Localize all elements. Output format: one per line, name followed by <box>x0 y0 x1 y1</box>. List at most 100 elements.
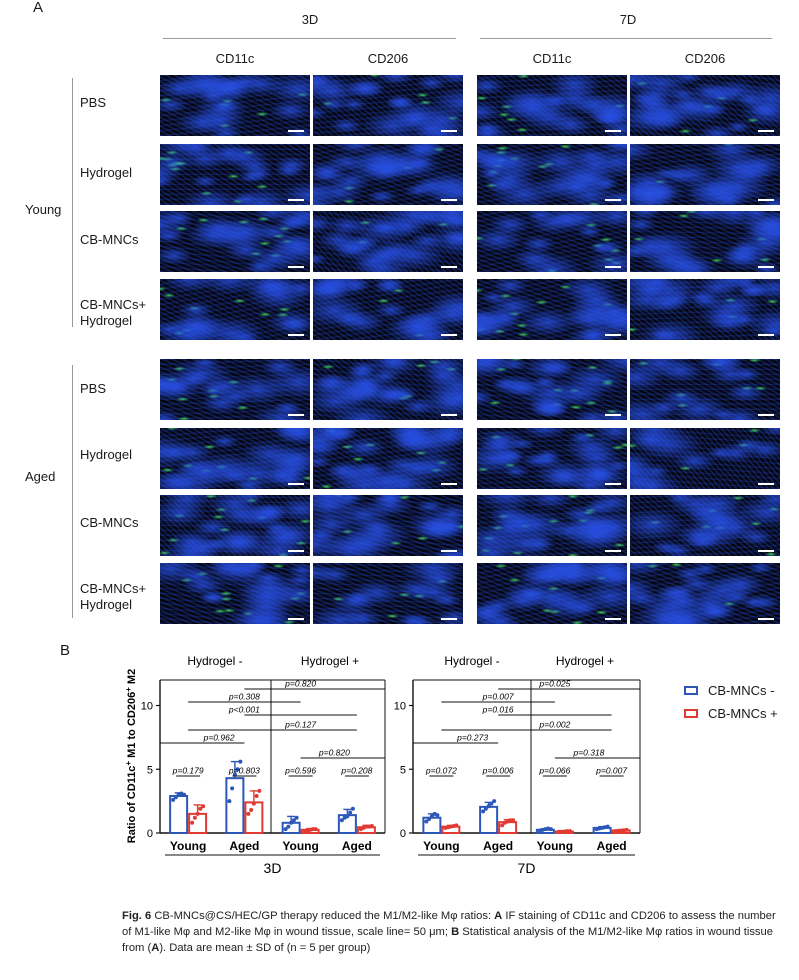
if-image-tile <box>477 563 627 624</box>
row-label-pbs: PBS <box>80 381 107 396</box>
scale-bar <box>441 199 457 201</box>
scale-bar <box>605 414 621 416</box>
if-image-tile <box>630 75 780 136</box>
row-label-hydrogel: Hydrogel <box>80 447 133 462</box>
data-point <box>291 818 296 823</box>
if-image-tile <box>160 75 310 136</box>
if-image-tile <box>313 144 463 205</box>
p-value-label: p<0.001 <box>228 705 260 715</box>
p-value-label: p=0.072 <box>425 766 457 776</box>
x-category-label: Young <box>170 839 206 853</box>
scale-bar <box>288 483 304 485</box>
if-image-tile <box>477 75 627 136</box>
scale-bar <box>288 199 304 201</box>
data-point <box>556 829 561 834</box>
if-image-tile <box>630 495 780 556</box>
legend-cbmncs-minus: CB-MNCs - <box>684 683 774 698</box>
y-axis-title-part: Ratio of CD11c <box>126 766 138 844</box>
scale-bar <box>605 618 621 620</box>
legend-cbmncs-plus: CB-MNCs + <box>684 706 778 721</box>
scale-bar <box>288 130 304 132</box>
data-point <box>364 824 369 829</box>
caption-fig-label: Fig. 6 <box>122 910 152 922</box>
data-point <box>313 827 318 832</box>
p-value-label: p=0.318 <box>572 748 604 758</box>
p-value-label: p=0.596 <box>284 766 316 776</box>
if-image-tile <box>160 359 310 420</box>
if-image-tile <box>313 428 463 489</box>
p-value-label: p=0.962 <box>203 733 235 743</box>
data-point <box>289 820 294 825</box>
legend-swatch-red <box>684 709 698 718</box>
data-point <box>481 809 486 814</box>
data-point <box>173 795 178 800</box>
if-image-tile <box>630 144 780 205</box>
scale-bar <box>758 550 774 552</box>
if-image-tile <box>477 428 627 489</box>
if-image-tile <box>160 563 310 624</box>
if-image-tile <box>630 211 780 272</box>
scale-bar <box>441 618 457 620</box>
caption-a-ref: A <box>151 942 160 954</box>
scale-bar <box>288 550 304 552</box>
marker-header-cd206-7d: CD206 <box>684 51 726 66</box>
scale-bar <box>605 550 621 552</box>
y-tick-label: 5 <box>147 764 153 776</box>
scale-bar <box>605 130 621 132</box>
y-axis-title: Ratio of CD11c+ M1 to CD206+ M2 <box>124 669 139 843</box>
y-axis-title-sup: + <box>124 687 133 692</box>
x-category-label: Young <box>282 839 318 853</box>
data-point <box>511 818 516 823</box>
scale-bar <box>288 618 304 620</box>
scale-bar <box>441 414 457 416</box>
x-category-label: Aged <box>342 839 372 853</box>
data-point <box>548 827 553 832</box>
scale-bar <box>441 334 457 336</box>
scale-bar <box>288 414 304 416</box>
caption-text-2: IF staining of CD11c and CD206 to assess… <box>122 910 776 938</box>
x-category-label: Aged <box>483 839 513 853</box>
scale-bar <box>441 130 457 132</box>
p-value-label: p=0.066 <box>538 766 570 776</box>
data-point <box>429 814 434 819</box>
caption-text-4: ). Data are mean ± SD of (n = 5 per grou… <box>159 942 371 954</box>
hydrogel-group-label: Hydrogel - <box>444 654 499 668</box>
data-point <box>171 797 176 802</box>
scale-bar <box>758 414 774 416</box>
p-value-label: p=0.007 <box>482 692 514 702</box>
if-image-tile <box>477 495 627 556</box>
if-image-tile <box>477 144 627 205</box>
y-tick-label: 5 <box>400 764 406 776</box>
aged-bracket <box>72 365 73 618</box>
p-value-label: p=0.007 <box>595 766 627 776</box>
data-point <box>232 772 237 777</box>
age-group-young: Young <box>25 202 62 217</box>
p-value-label: p=0.208 <box>340 766 372 776</box>
hydrogel-group-label: Hydrogel - <box>187 654 242 668</box>
data-point <box>350 806 355 811</box>
if-image-tile <box>477 279 627 340</box>
x-category-label: Aged <box>597 839 627 853</box>
if-image-tile <box>160 428 310 489</box>
if-image-tile <box>477 359 627 420</box>
data-point <box>249 808 254 813</box>
p-value-label: p=0.308 <box>228 692 260 702</box>
p-value-label: p=0.002 <box>538 720 570 730</box>
data-point <box>230 786 235 791</box>
data-point <box>246 811 251 816</box>
data-point <box>201 804 206 809</box>
data-point <box>567 829 572 834</box>
data-point <box>283 827 288 832</box>
scale-bar <box>441 550 457 552</box>
data-point <box>486 804 491 809</box>
p-value-label: p=0.820 <box>318 748 350 758</box>
if-image-tile <box>630 563 780 624</box>
data-point <box>489 801 494 806</box>
scale-bar <box>441 266 457 268</box>
figure-caption: Fig. 6 CB-MNCs@CS/HEC/GP therapy reduced… <box>122 908 782 956</box>
scale-bar <box>758 130 774 132</box>
x-category-label: Aged <box>229 839 259 853</box>
y-axis-title-part: M2 <box>126 669 138 687</box>
data-point <box>483 806 488 811</box>
data-point <box>227 799 232 804</box>
